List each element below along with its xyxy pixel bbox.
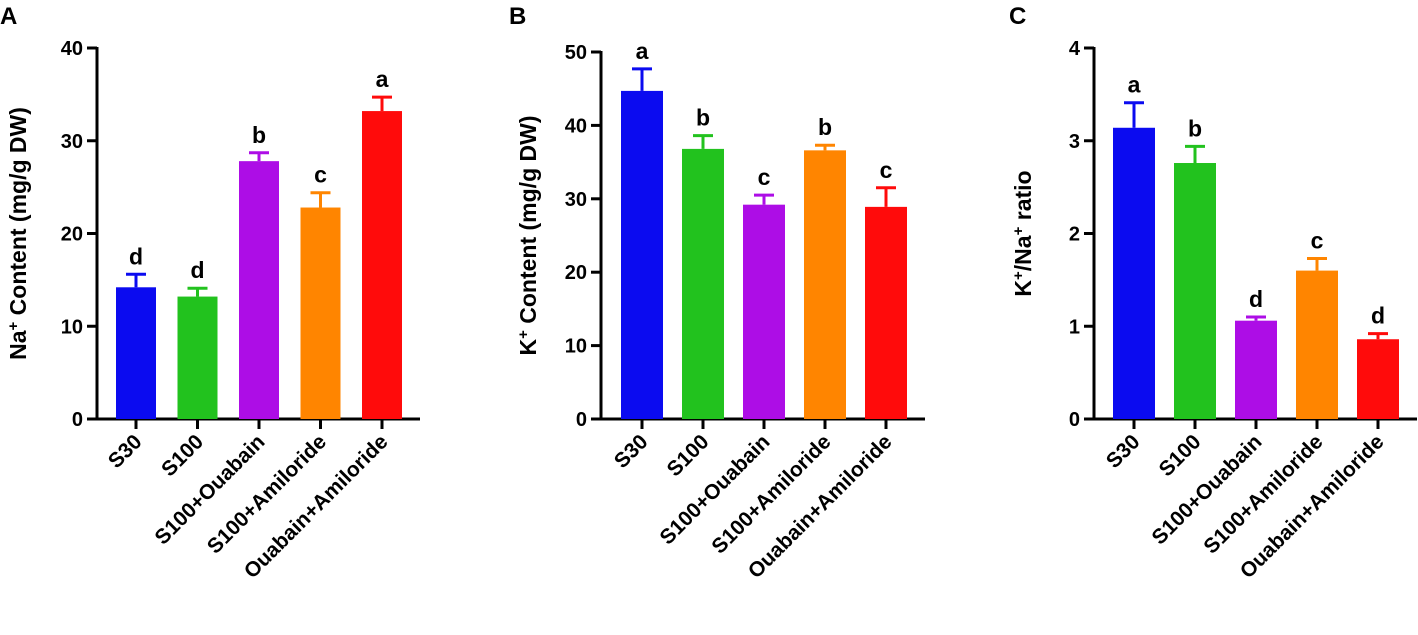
y-tick-label: 40 (565, 115, 587, 137)
bar (621, 90, 663, 419)
bar (116, 287, 156, 419)
y-tick-label: 10 (565, 336, 587, 358)
significance-letter: b (1188, 115, 1202, 141)
superscript: + (1010, 226, 1027, 235)
bar (1113, 127, 1155, 419)
label-part: K (1010, 280, 1036, 297)
significance-letter: c (758, 164, 771, 190)
bar (743, 204, 785, 419)
y-tick-label: 50 (565, 42, 587, 64)
bar (239, 161, 279, 419)
y-axis-label: K+ Content (mg/g DW) (515, 115, 542, 355)
significance-letter: a (636, 38, 649, 64)
significance-letter: c (880, 157, 893, 183)
superscript: + (1010, 271, 1027, 280)
y-tick-label: 0 (1069, 409, 1080, 431)
panel-letter: C (1009, 3, 1026, 30)
label-part: Content (mg/g DW) (515, 115, 541, 330)
bar (362, 111, 402, 419)
significance-letter: d (1249, 286, 1263, 312)
panel-c: CK+/Na+ ratio01234aS30bS100dS100+Ouabain… (1009, 3, 1417, 583)
label-part: Content (mg/g DW) (5, 107, 31, 322)
category-label: S30 (1102, 430, 1145, 473)
label-part: /Na (1010, 235, 1036, 271)
significance-letter: b (252, 122, 266, 148)
panel-letter: A (0, 3, 17, 30)
significance-letter: c (1311, 228, 1324, 254)
bar (1357, 339, 1399, 419)
superscript: + (515, 330, 532, 339)
panel-letter: B (509, 3, 526, 30)
label-part: Na (5, 330, 31, 360)
significance-letter: d (1371, 303, 1385, 329)
y-tick-label: 10 (61, 316, 83, 338)
bar (865, 206, 907, 419)
significance-letter: d (190, 257, 204, 283)
y-tick-label: 1 (1069, 316, 1080, 338)
superscript: + (5, 321, 22, 330)
bar (1296, 270, 1338, 419)
y-tick-label: 0 (576, 409, 587, 431)
y-tick-label: 3 (1069, 131, 1080, 153)
category-label: S30 (104, 430, 147, 473)
significance-letter: b (696, 105, 710, 131)
category-label: S100 (1155, 430, 1206, 481)
category-label: S100+Ouabain (1148, 430, 1267, 549)
y-tick-label: 20 (565, 262, 587, 284)
significance-letter: b (818, 114, 832, 140)
y-tick-label: 30 (565, 189, 587, 211)
significance-letter: c (314, 162, 327, 188)
bar (804, 150, 846, 419)
category-label: S100 (663, 430, 714, 481)
significance-letter: a (1128, 72, 1141, 98)
bar (300, 207, 341, 419)
panel-a: A Na+ Content (mg/g DW) 0 10 20 30 40 d S30 d S100… (0, 3, 420, 583)
y-tick-label: 30 (61, 131, 83, 153)
category-label: S30 (610, 430, 653, 473)
significance-letter: a (376, 66, 389, 92)
y-tick-label: 4 (1069, 38, 1081, 60)
bar (177, 296, 218, 419)
y-tick-label: 40 (61, 38, 83, 60)
panel-b: B K+ Content (mg/g DW) 0 10 20 30 40 50 a S30 b S10… (509, 3, 925, 583)
bar (1174, 163, 1216, 419)
label-part: K (515, 339, 541, 356)
label-part: ratio (1010, 170, 1036, 226)
category-label: S100+Ouabain (656, 430, 775, 549)
y-axis-label: K+/Na+ ratio (1010, 170, 1037, 296)
y-tick-label: 0 (72, 409, 83, 431)
category-label: S100 (157, 430, 208, 481)
category-label: S100+Ouabain (151, 430, 270, 549)
significance-letter: d (129, 243, 143, 269)
y-axis-label: Na+ Content (mg/g DW) (5, 107, 32, 360)
bar (682, 148, 724, 419)
y-tick-label: 20 (61, 224, 83, 246)
y-tick-label: 2 (1069, 224, 1080, 246)
bar (1235, 320, 1277, 419)
